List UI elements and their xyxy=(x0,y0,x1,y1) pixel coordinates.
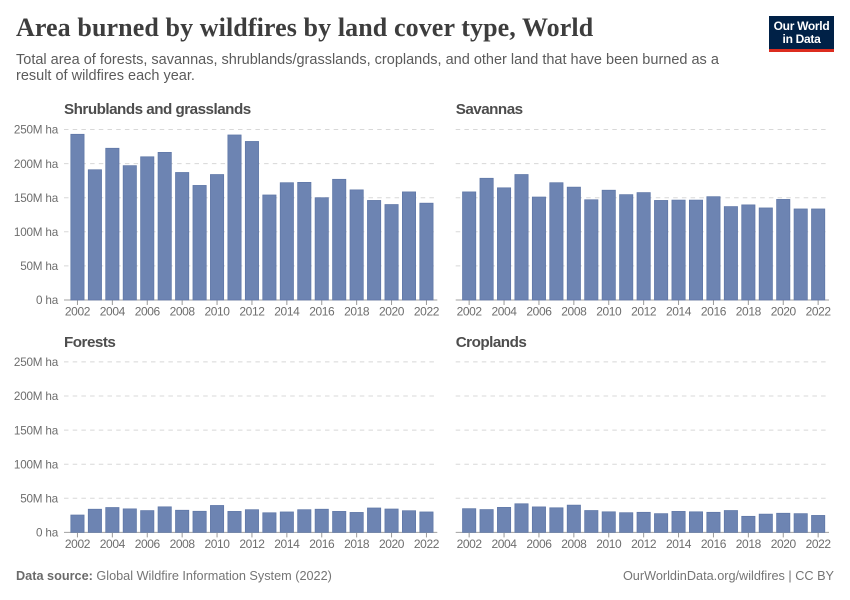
svg-text:100M ha: 100M ha xyxy=(14,458,59,471)
svg-text:200M ha: 200M ha xyxy=(14,158,59,171)
svg-text:2020: 2020 xyxy=(379,305,405,319)
svg-text:2016: 2016 xyxy=(309,305,335,319)
svg-text:2002: 2002 xyxy=(65,537,91,551)
svg-text:2014: 2014 xyxy=(274,305,300,319)
svg-text:2004: 2004 xyxy=(100,537,126,551)
svg-text:2002: 2002 xyxy=(457,305,483,319)
svg-text:2008: 2008 xyxy=(561,305,587,319)
svg-text:150M ha: 150M ha xyxy=(14,424,59,437)
svg-text:2016: 2016 xyxy=(701,537,727,551)
svg-text:2012: 2012 xyxy=(239,537,265,551)
svg-text:2020: 2020 xyxy=(771,537,797,551)
svg-text:2008: 2008 xyxy=(561,537,587,551)
svg-text:2008: 2008 xyxy=(170,305,196,319)
svg-text:2016: 2016 xyxy=(701,305,727,319)
svg-text:2020: 2020 xyxy=(379,537,405,551)
svg-text:2010: 2010 xyxy=(204,305,230,319)
svg-text:250M ha: 250M ha xyxy=(14,124,59,137)
svg-text:2006: 2006 xyxy=(135,537,161,551)
svg-text:2006: 2006 xyxy=(135,305,161,319)
svg-text:2014: 2014 xyxy=(274,537,300,551)
svg-text:2004: 2004 xyxy=(491,537,517,551)
svg-text:Savannas: Savannas xyxy=(456,101,523,118)
svg-text:2014: 2014 xyxy=(666,537,692,551)
svg-text:2018: 2018 xyxy=(736,537,762,551)
svg-text:2010: 2010 xyxy=(596,305,622,319)
svg-text:2002: 2002 xyxy=(65,305,91,319)
svg-text:2014: 2014 xyxy=(666,305,692,319)
svg-text:2022: 2022 xyxy=(806,305,832,319)
svg-text:2010: 2010 xyxy=(596,537,622,551)
svg-text:2002: 2002 xyxy=(457,537,483,551)
svg-text:2010: 2010 xyxy=(204,537,230,551)
svg-text:2004: 2004 xyxy=(100,305,126,319)
svg-text:2022: 2022 xyxy=(806,537,832,551)
svg-text:0 ha: 0 ha xyxy=(36,294,59,307)
svg-text:2006: 2006 xyxy=(526,537,552,551)
svg-text:50M ha: 50M ha xyxy=(20,260,58,273)
svg-text:2020: 2020 xyxy=(771,305,797,319)
svg-text:2016: 2016 xyxy=(309,537,335,551)
svg-text:2012: 2012 xyxy=(239,305,265,319)
svg-text:2012: 2012 xyxy=(631,305,657,319)
svg-text:Shrublands and grasslands: Shrublands and grasslands xyxy=(64,101,251,118)
svg-text:2018: 2018 xyxy=(344,305,370,319)
svg-text:250M ha: 250M ha xyxy=(14,356,59,369)
svg-text:150M ha: 150M ha xyxy=(14,192,59,205)
svg-text:2022: 2022 xyxy=(414,537,440,551)
svg-text:2018: 2018 xyxy=(736,305,762,319)
svg-text:2018: 2018 xyxy=(344,537,370,551)
svg-text:50M ha: 50M ha xyxy=(20,493,58,506)
svg-text:200M ha: 200M ha xyxy=(14,390,59,403)
svg-text:2008: 2008 xyxy=(170,537,196,551)
svg-text:2012: 2012 xyxy=(631,537,657,551)
svg-text:Croplands: Croplands xyxy=(456,334,527,351)
svg-text:2004: 2004 xyxy=(491,305,517,319)
svg-text:0 ha: 0 ha xyxy=(36,527,59,540)
svg-text:Forests: Forests xyxy=(64,334,115,351)
svg-text:100M ha: 100M ha xyxy=(14,226,59,239)
svg-text:2022: 2022 xyxy=(414,305,440,319)
svg-text:2006: 2006 xyxy=(526,305,552,319)
